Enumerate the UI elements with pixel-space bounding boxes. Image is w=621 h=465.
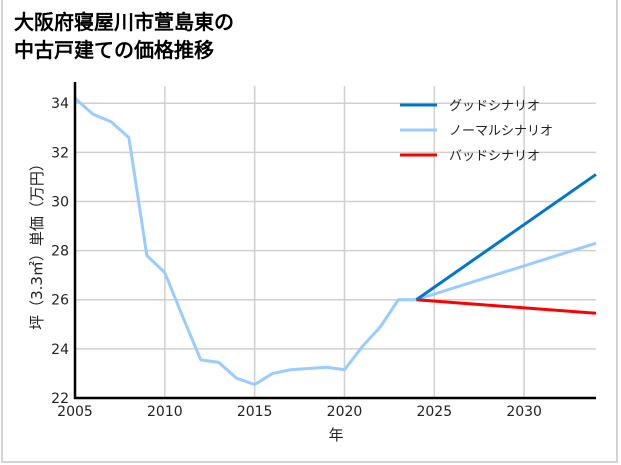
scenario-line-good (415, 173, 597, 301)
scenario-line-normal (415, 241, 597, 302)
y-tick-label: 32 (51, 145, 69, 161)
y-tick-label: 28 (51, 244, 69, 260)
chart-title: 大阪府寝屋川市萱島東の 中古戸建ての価格推移 (14, 8, 234, 64)
x-tick-label: 2015 (237, 404, 273, 420)
chart-title-line-1: 大阪府寝屋川市萱島東の (14, 10, 234, 34)
x-tick-label: 2005 (57, 404, 93, 420)
x-tick-label: 2010 (147, 404, 183, 420)
y-tick-label: 24 (51, 342, 69, 358)
legend-label: バッドシナリオ (449, 149, 540, 164)
legend-label: ノーマルシナリオ (449, 124, 553, 139)
scenario-line-bad (416, 298, 597, 315)
chart-title-line-2: 中古戸建ての価格推移 (14, 38, 214, 62)
y-tick-label: 22 (51, 391, 69, 407)
historical-price-line (74, 97, 417, 386)
legend-label: グッドシナリオ (449, 99, 540, 114)
x-tick-label: 2030 (506, 404, 542, 420)
series-lines (74, 97, 597, 386)
y-tick-label: 26 (51, 293, 69, 309)
x-tick-label: 2020 (327, 404, 363, 420)
x-tick-label: 2025 (416, 404, 452, 420)
axes (73, 82, 596, 400)
y-tick-label: 30 (51, 194, 69, 210)
x-axis-label: 年 (328, 426, 343, 444)
y-axis-label: 坪（3.3㎡）単価（万円） (28, 156, 46, 330)
y-tick-label: 34 (51, 96, 69, 112)
tick-labels: 2005 2010 2015 2020 2025 2030 22 24 26 28 30 32 34 (51, 96, 542, 420)
